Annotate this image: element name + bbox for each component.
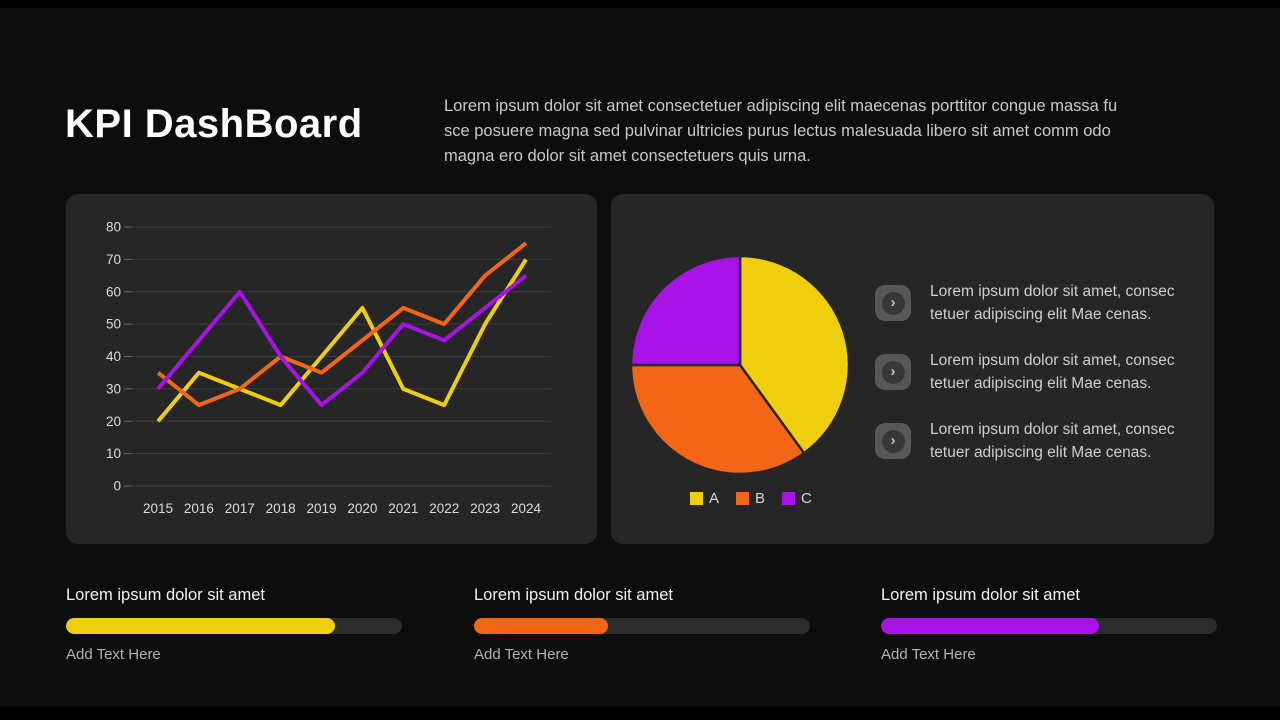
svg-text:2022: 2022: [429, 501, 459, 516]
progress-bar-track: [881, 618, 1217, 634]
info-text-line: Lorem ipsum dolor sit amet, consec: [930, 421, 1175, 438]
info-text-line: Lorem ipsum dolor sit amet, consec: [930, 283, 1175, 300]
info-row: › Lorem ipsum dolor sit amet, consec tet…: [875, 418, 1175, 464]
svg-text:40: 40: [106, 349, 121, 364]
progress-subtitle: Add Text Here: [881, 646, 976, 663]
legend-swatch-a: [690, 492, 703, 505]
chevron-circle: ›: [881, 291, 905, 315]
progress-subtitle: Add Text Here: [474, 646, 569, 663]
legend-item-b: B: [736, 490, 765, 507]
line-chart: 0 10 20 30 40 50 60 70 80 2015 2016 2017 2018 2019 202…: [106, 220, 551, 516]
chevron-button[interactable]: ›: [875, 285, 911, 321]
chevron-right-icon: ›: [890, 431, 896, 449]
svg-text:2020: 2020: [347, 501, 377, 516]
svg-text:2016: 2016: [184, 501, 214, 516]
legend-item-c: C: [782, 490, 812, 507]
progress-bar-fill: [474, 618, 609, 634]
description-line: Lorem ipsum dolor sit amet consectetuer …: [444, 97, 1118, 115]
progress-card: Lorem ipsum dolor sit amet Add Text Here: [881, 586, 1217, 663]
chevron-right-icon: ›: [890, 362, 896, 380]
progress-bar-fill: [66, 618, 335, 634]
svg-text:70: 70: [106, 252, 121, 267]
pie-chart: [629, 254, 851, 476]
info-text-line: tetuer adipiscing elit Mae cenas.: [930, 306, 1152, 323]
svg-text:60: 60: [106, 284, 121, 299]
info-row: › Lorem ipsum dolor sit amet, consec tet…: [875, 280, 1175, 326]
info-text: Lorem ipsum dolor sit amet, consec tetue…: [930, 349, 1175, 395]
chevron-button[interactable]: ›: [875, 423, 911, 459]
chevron-circle: ›: [881, 360, 905, 384]
legend-swatch-b: [736, 492, 750, 505]
svg-text:2019: 2019: [307, 501, 337, 516]
progress-card: Lorem ipsum dolor sit amet Add Text Here: [66, 586, 402, 663]
legend-label-a: A: [709, 490, 720, 507]
svg-text:80: 80: [106, 220, 121, 235]
progress-bar-track: [474, 618, 810, 634]
progress-bar-fill: [881, 618, 1100, 634]
progress-title: Lorem ipsum dolor sit amet: [881, 586, 1080, 604]
svg-text:2021: 2021: [388, 501, 418, 516]
progress-card: Lorem ipsum dolor sit amet Add Text Here: [474, 586, 810, 663]
info-row: › Lorem ipsum dolor sit amet, consec tet…: [875, 349, 1175, 395]
svg-text:50: 50: [106, 317, 121, 332]
chevron-button[interactable]: ›: [875, 354, 911, 390]
progress-subtitle: Add Text Here: [66, 646, 161, 663]
svg-text:2017: 2017: [225, 501, 255, 516]
info-text-line: Lorem ipsum dolor sit amet, consec: [930, 352, 1175, 369]
info-text-line: tetuer adipiscing elit Mae cenas.: [930, 444, 1152, 461]
chevron-circle: ›: [881, 429, 905, 453]
legend-label-b: B: [755, 490, 766, 507]
svg-text:10: 10: [106, 446, 121, 461]
svg-text:0: 0: [113, 479, 121, 494]
chevron-right-icon: ›: [890, 293, 896, 311]
svg-text:2015: 2015: [143, 501, 173, 516]
page-title: KPI DashBoard: [65, 102, 363, 146]
progress-bar-track: [66, 618, 402, 634]
pie-legend: A B C: [690, 490, 812, 507]
pie-chart-card: A B C › Lorem ipsum dolor sit amet, cons…: [611, 194, 1214, 544]
info-text: Lorem ipsum dolor sit amet, consec tetue…: [930, 280, 1175, 326]
svg-text:2024: 2024: [511, 501, 542, 516]
svg-text:2023: 2023: [470, 501, 500, 516]
info-text: Lorem ipsum dolor sit amet, consec tetue…: [930, 418, 1175, 464]
legend-swatch-c: [782, 492, 796, 505]
info-text-line: tetuer adipiscing elit Mae cenas.: [930, 375, 1152, 392]
description-line: magna ero dolor sit amet consectetuers q…: [444, 146, 811, 165]
description-line: sce posuere magna sed pulvinar ultricies…: [444, 121, 1111, 140]
header-description: Lorem ipsum dolor sit amet consectetuer …: [444, 94, 1209, 168]
slide: KPI DashBoard Lorem ipsum dolor sit amet…: [0, 8, 1280, 707]
line-chart-card: 0 10 20 30 40 50 60 70 80 2015 2016 2017 2018 2019 202…: [66, 194, 597, 544]
legend-item-a: A: [690, 490, 719, 507]
svg-text:2018: 2018: [266, 501, 296, 516]
legend-label-c: C: [801, 490, 812, 507]
progress-title: Lorem ipsum dolor sit amet: [474, 586, 673, 604]
svg-text:20: 20: [106, 414, 121, 429]
svg-text:30: 30: [106, 381, 121, 396]
progress-title: Lorem ipsum dolor sit amet: [66, 586, 265, 604]
